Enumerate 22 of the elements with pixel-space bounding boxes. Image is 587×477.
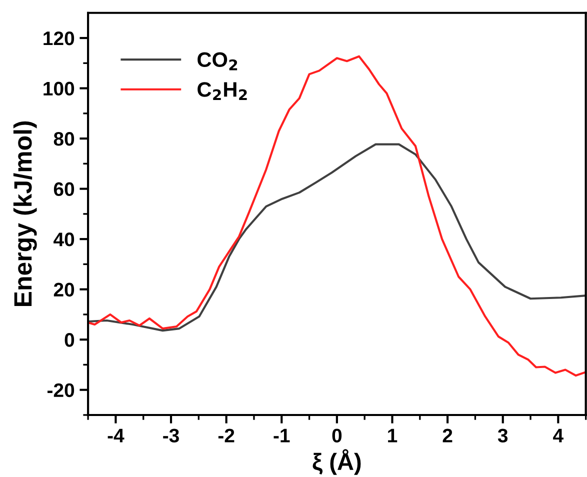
x-tick-label: 0 [332,428,342,442]
y-tick-label: 20 [54,282,74,297]
legend-label: C$_{2}$H$_{2}$ [198,82,247,100]
line-series [88,143,586,332]
x-tick-label: -3 [163,428,179,442]
x-tick-label: 2 [442,428,452,442]
y-tick-label: 120 [44,31,74,46]
y-tick-label: 60 [54,182,74,196]
legend-label: CO$_{2}$ [198,52,238,70]
x-axis-title: ξ (Å) [312,449,361,475]
x-tick-label: 3 [498,428,508,442]
y-tick-label: 100 [44,82,74,96]
x-tick-label: 4 [553,428,564,442]
y-tick-label: -20 [48,383,74,398]
y-tick-label: 40 [54,232,74,246]
x-tick-label: -1 [274,428,290,442]
x-tick-label: -4 [108,428,124,442]
y-tick-label: 80 [54,132,74,146]
x-tick-label: -2 [218,428,234,442]
x-tick-label: 1 [388,428,398,442]
y-tick-label: 0 [64,333,74,347]
y-axis-title: Energy (kJ/mol) [13,121,37,306]
